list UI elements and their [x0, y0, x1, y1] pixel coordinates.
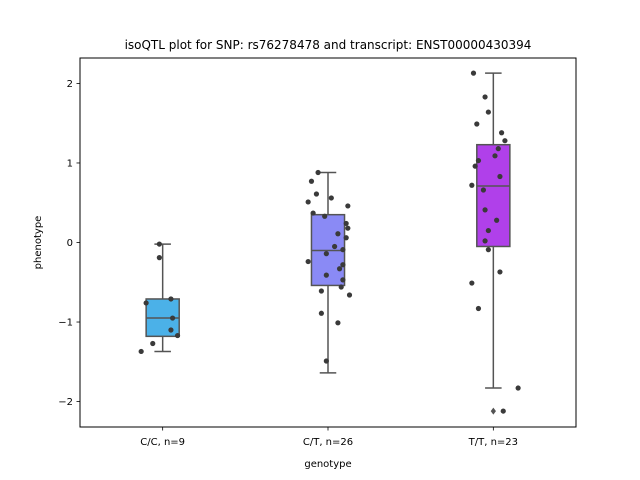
data-point [482, 207, 488, 213]
data-point [469, 280, 475, 286]
data-point [482, 94, 488, 100]
data-point [318, 310, 324, 316]
data-point [156, 241, 162, 247]
data-point [323, 251, 329, 257]
data-point [323, 272, 329, 278]
data-point [515, 385, 521, 391]
y-tick-label: 2 [67, 79, 73, 90]
x-tick-label: C/C, n=9 [140, 437, 185, 448]
iqr-box [476, 143, 511, 248]
y-axis: −2 −1 0 1 2 [58, 79, 80, 408]
x-tick-label: T/T, n=23 [468, 437, 518, 448]
data-point [340, 277, 346, 283]
data-point [497, 173, 503, 180]
data-point [323, 358, 329, 364]
data-point [169, 315, 176, 321]
data-point [335, 231, 341, 237]
data-point [475, 305, 482, 312]
data-point [469, 182, 475, 188]
data-point [346, 292, 353, 298]
data-point [308, 178, 315, 184]
x-tick-label: C/T, n=26 [303, 437, 353, 448]
points-layer [138, 70, 521, 414]
data-point [345, 225, 351, 231]
data-point [345, 203, 351, 209]
x-axis: C/C, n=9 C/T, n=26 T/T, n=23 [140, 427, 518, 448]
data-point [485, 247, 491, 253]
data-point [472, 163, 478, 169]
data-point [174, 332, 181, 339]
data-point [150, 340, 156, 347]
data-point [168, 327, 174, 333]
data-point [156, 255, 162, 261]
data-point [500, 408, 506, 414]
data-point [340, 247, 346, 253]
y-tick-label: 1 [67, 158, 73, 169]
data-point [494, 217, 500, 223]
chart-title: isoQTL plot for SNP: rs76278478 and tran… [125, 38, 532, 52]
data-point [497, 269, 503, 275]
box-group [476, 72, 511, 415]
data-point [328, 195, 334, 201]
data-point [470, 70, 477, 76]
y-axis-label: phenotype [33, 216, 44, 270]
data-point [335, 320, 341, 326]
data-point [485, 227, 491, 234]
data-point [499, 130, 505, 136]
data-point [502, 138, 508, 144]
data-point [343, 235, 349, 241]
data-point [492, 153, 498, 159]
data-point [340, 262, 346, 268]
data-point [138, 348, 144, 355]
data-point [343, 220, 349, 227]
data-point [495, 146, 501, 152]
y-tick-label: −1 [58, 318, 73, 329]
data-point [338, 284, 344, 290]
data-point [332, 243, 338, 250]
data-point [475, 157, 482, 164]
data-point [485, 109, 491, 115]
data-point [305, 199, 311, 205]
outlier-marker [490, 407, 496, 415]
data-point [313, 191, 320, 197]
box-group [145, 243, 180, 353]
data-point [168, 296, 174, 302]
y-tick-label: 0 [67, 238, 73, 249]
data-point [336, 266, 343, 272]
y-tick-label: −2 [58, 397, 73, 408]
data-point [480, 187, 487, 193]
data-point [318, 288, 324, 294]
data-point [322, 213, 328, 219]
data-point [482, 238, 488, 244]
x-axis-label: genotype [304, 459, 351, 470]
data-point [310, 210, 316, 216]
data-point [305, 258, 311, 265]
data-point [474, 121, 480, 127]
data-point [143, 300, 149, 306]
data-point [315, 169, 321, 176]
